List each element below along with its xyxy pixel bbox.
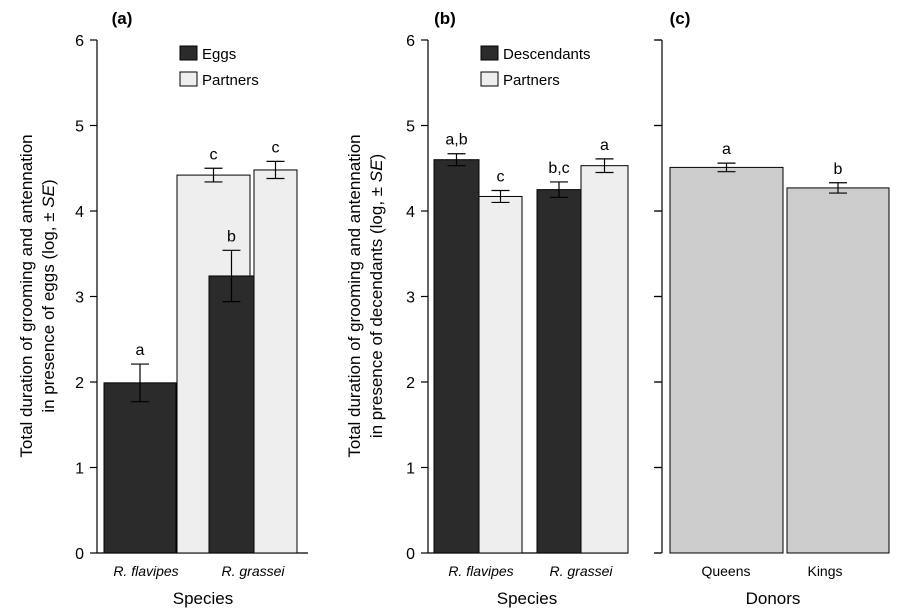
x-axis-title: Species bbox=[173, 589, 233, 608]
bar-eggs-0 bbox=[103, 382, 177, 554]
legend-label-descendants: Descendants bbox=[503, 46, 591, 63]
bar-donor-1 bbox=[786, 187, 890, 554]
significance-label: a,b bbox=[445, 132, 467, 149]
y-axis-title-line2: in presence of eggs (log, ± SE) bbox=[39, 179, 58, 412]
significance-label: a bbox=[722, 141, 731, 158]
significance-label: a bbox=[136, 342, 145, 359]
y-tick-label: 5 bbox=[406, 119, 415, 136]
panel-label: (b) bbox=[434, 9, 456, 28]
legend: Descendants Partners bbox=[480, 45, 591, 89]
legend-swatch-partners bbox=[179, 71, 198, 87]
category-label: R. grassei bbox=[221, 563, 285, 579]
error-bar bbox=[131, 363, 149, 403]
bar-partners-1 bbox=[580, 165, 629, 554]
x-axis-title: Species bbox=[497, 589, 557, 608]
category-label: R. flavipes bbox=[113, 563, 178, 579]
y-tick-label: 2 bbox=[75, 375, 84, 392]
y-tick-label: 3 bbox=[406, 290, 415, 307]
bar-partners-1 bbox=[253, 169, 298, 554]
y-axis-title: Total duration of grooming and antennati… bbox=[17, 134, 58, 457]
error-bar bbox=[266, 160, 285, 180]
y-tick-label: 3 bbox=[75, 290, 84, 307]
y-tick-label: 1 bbox=[75, 461, 84, 478]
error-bar bbox=[595, 158, 614, 174]
significance-label: c bbox=[272, 139, 280, 156]
panel-label: (c) bbox=[670, 9, 691, 28]
y-tick-label: 0 bbox=[75, 546, 84, 563]
legend-label-partners: Partners bbox=[503, 72, 560, 89]
error-bar bbox=[447, 153, 466, 167]
significance-label: c bbox=[210, 146, 218, 163]
significance-label: c bbox=[497, 168, 505, 185]
legend-swatch-eggs bbox=[179, 45, 198, 61]
y-tick-label: 6 bbox=[406, 33, 415, 50]
panel-c: a Queens b Kings Donors (c) bbox=[655, 9, 890, 608]
y-tick-label: 4 bbox=[406, 204, 415, 221]
significance-label: b bbox=[227, 228, 236, 245]
y-axis-title-line1: Total duration of grooming and antennati… bbox=[17, 134, 36, 457]
category-label: R. flavipes bbox=[448, 563, 513, 579]
panel-a: 0 1 2 3 4 5 6 a c R. flavipes b c R. grassei Species (… bbox=[17, 9, 308, 608]
y-axis-title: Total duration of grooming and antennati… bbox=[345, 134, 386, 457]
bar-donor-0 bbox=[669, 166, 784, 554]
legend-swatch-partners bbox=[480, 71, 499, 87]
y-tick-label: 5 bbox=[75, 119, 84, 136]
bar-descendants-0 bbox=[433, 159, 480, 554]
legend-label-eggs: Eggs bbox=[202, 46, 236, 63]
y-tick-label: 0 bbox=[406, 546, 415, 563]
panel-label: (a) bbox=[112, 9, 133, 28]
bar-partners-0 bbox=[478, 195, 523, 554]
significance-label: a bbox=[600, 137, 609, 154]
significance-label: b,c bbox=[548, 160, 569, 177]
y-tick-label: 2 bbox=[406, 375, 415, 392]
error-bar bbox=[829, 182, 847, 194]
category-label: R. grassei bbox=[549, 563, 613, 579]
x-axis-title: Donors bbox=[746, 589, 801, 608]
bar-descendants-1 bbox=[536, 189, 582, 554]
y-axis-title-line1: Total duration of grooming and antennati… bbox=[345, 134, 364, 457]
y-tick-label: 4 bbox=[75, 204, 84, 221]
y-tick-label: 1 bbox=[406, 461, 415, 478]
category-label: Kings bbox=[807, 563, 842, 579]
significance-label: b bbox=[834, 161, 843, 178]
error-bar bbox=[717, 162, 736, 173]
y-axis-title-line2: in presence of decendants (log, ± SE) bbox=[367, 154, 386, 438]
legend-swatch-descendants bbox=[480, 45, 499, 61]
legend-label-partners: Partners bbox=[202, 72, 259, 89]
legend: Eggs Partners bbox=[179, 45, 259, 89]
error-bar bbox=[491, 189, 510, 204]
error-bar bbox=[204, 167, 223, 183]
category-label: Queens bbox=[701, 563, 750, 579]
panel-b: 0 1 2 3 4 5 6 a,b c R. flavipes b,c a R. grassei Spec… bbox=[345, 9, 661, 608]
error-bar bbox=[222, 249, 241, 303]
y-tick-label: 6 bbox=[75, 33, 84, 50]
error-bar bbox=[550, 181, 568, 198]
bar-eggs-1 bbox=[208, 275, 255, 554]
